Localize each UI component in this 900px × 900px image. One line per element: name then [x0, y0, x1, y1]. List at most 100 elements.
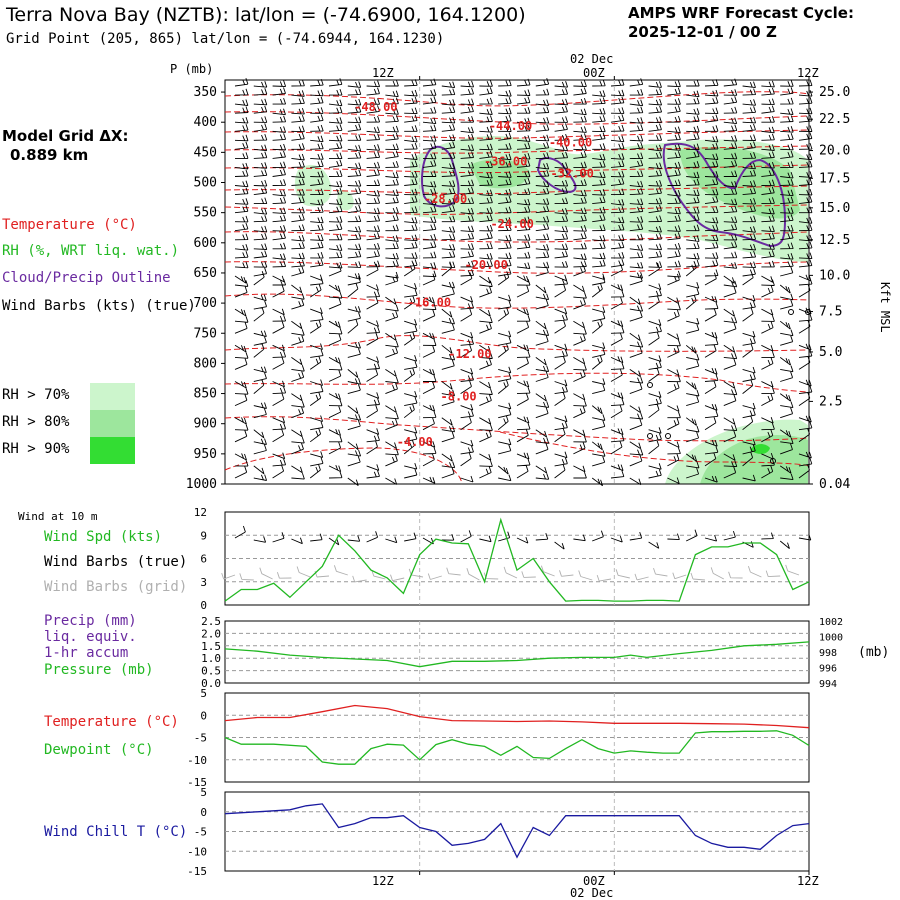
kft-tick-label: 17.5: [819, 171, 850, 186]
temperature-contour-label-5: -28.00: [424, 192, 467, 206]
pressure-tick-label: 550: [194, 206, 217, 221]
temperature-contour-0: [224, 91, 809, 107]
cloud-outline-west: [421, 145, 460, 208]
temperature-contour-10: [224, 335, 809, 352]
temperature-contour-label-7: -20.00: [464, 258, 507, 272]
temp-panel-tick-label: 5: [200, 687, 207, 700]
temperature-contour-2: [224, 129, 809, 139]
chart-title: Terra Nova Bay (NZTB): lat/lon = (-74.69…: [6, 4, 526, 26]
dewpoint-line: [224, 730, 810, 765]
legend-precip-accum: 1-hr accum: [44, 645, 129, 661]
rh-legend-70: RH > 70%: [2, 387, 70, 403]
wind-barbs-upper: [234, 78, 813, 487]
rh-region-80-mid: [470, 159, 530, 189]
pressure-tick-label: 1000: [186, 477, 217, 492]
precip-tick-label: 2.0: [201, 627, 221, 640]
legend-temperature: Temperature (°C): [2, 217, 137, 233]
kft-tick-label: 10.0: [819, 268, 850, 283]
legend-wind-barbs-grid: Wind Barbs (grid): [44, 579, 188, 595]
temperature-contour-label-0: -48.00: [354, 100, 397, 114]
kft-axis-label: Kft MSL: [878, 282, 892, 333]
temperature-contour-11: [224, 372, 809, 393]
rh-region-90-surface: [750, 444, 770, 454]
pressure-tick-label: 600: [194, 236, 217, 251]
rh-region-70-west-small: [337, 189, 354, 211]
temperature-contour-label-6: -24.00: [490, 217, 533, 231]
wind-panel-tick-label: 12: [194, 506, 207, 519]
temperature-contour-3: [224, 145, 809, 154]
precip-tick-label: 0.0: [201, 677, 221, 690]
chill-panel-tick-label: 0: [200, 806, 207, 819]
legend-pressure: Pressure (mb): [44, 662, 154, 678]
pressure-tick-label: 500: [194, 176, 217, 191]
pressure-tick-label: 994: [819, 679, 837, 690]
pressure-tick-label: 900: [194, 417, 217, 432]
temperature-contour-label-11: -4.00: [397, 435, 433, 449]
pressure-tick-label: 450: [194, 145, 217, 160]
wind-barbs-true-10m: [234, 525, 812, 550]
temperature-contour-label-2: -40.00: [549, 136, 592, 150]
calm-wind-marker-3: [788, 309, 794, 315]
wind-speed-line: [224, 517, 810, 602]
temperature-contour-5: [224, 185, 809, 195]
kft-tick-label: 2.5: [819, 394, 842, 409]
temperature-contour-14: [499, 431, 809, 467]
kft-tick-label: 20.0: [819, 144, 850, 159]
rh-region-80-surface: [700, 435, 808, 484]
temp-panel-tick-label: -15: [187, 776, 207, 789]
rh-swatch-80: [90, 410, 135, 437]
top-date-label: 02 Dec: [570, 52, 614, 66]
temperature-contour-12: [224, 416, 809, 442]
legend-wind-chill: Wind Chill T (°C): [44, 824, 188, 840]
precip-tick-label: 2.5: [201, 615, 221, 628]
wind-panel-tick-label: 9: [200, 529, 207, 542]
legend-cloud: Cloud/Precip Outline: [2, 270, 171, 286]
bottom-tick-00z: 00Z: [583, 874, 605, 888]
temperature-contour-7: [224, 231, 809, 243]
pressure-tick-label: 700: [194, 296, 217, 311]
forecast-cycle: AMPS WRF Forecast Cycle: 2025-12-01 / 00…: [628, 4, 854, 42]
precip-tick-label: 0.5: [201, 665, 221, 678]
kft-tick-label: 25.0: [819, 85, 850, 100]
pressure-tick-label: 350: [194, 85, 217, 100]
pressure-tick-label: 1002: [819, 617, 843, 628]
pressure-tick-label: 400: [194, 115, 217, 130]
temperature-contour-label-3: -36.00: [484, 154, 527, 168]
pressure-tick-label: 998: [819, 648, 837, 659]
temperature-contour-label-9: -12.00: [448, 347, 491, 361]
temperature-contour-label-1: -44.00: [489, 119, 532, 133]
top-tick-12z-a: 12Z: [372, 66, 394, 80]
pressure-tick-label: 800: [194, 356, 217, 371]
pressure-tick-label: 850: [194, 387, 217, 402]
legend-precip: Precip (mm): [44, 613, 137, 629]
legend-precip-liq: liq. equiv.: [44, 629, 137, 645]
pressure-tick-label: 1000: [819, 633, 843, 644]
pressure-line: [224, 641, 810, 668]
legend-wind-barbs-true: Wind Barbs (true): [44, 554, 188, 570]
legend-wind-speed: Wind Spd (kts): [44, 529, 163, 545]
wind-barbs-grid-10m: [221, 564, 800, 583]
bottom-tick-12z-b: 12Z: [797, 874, 819, 888]
pressure-tick-label: 996: [819, 664, 837, 675]
model-grid-label: Model Grid ΔX:: [2, 127, 129, 145]
temp-panel-tick-label: -5: [194, 732, 207, 745]
temp-panel-tick-label: 0: [200, 709, 207, 722]
pressure-axis-label: P (mb): [170, 62, 214, 76]
rh-legend-90: RH > 90%: [2, 441, 70, 457]
pressure-tick-label: 650: [194, 266, 217, 281]
top-tick-00z: 00Z: [583, 66, 605, 80]
temperature-contour-13: [224, 447, 463, 485]
pressure-tick-label: 750: [194, 326, 217, 341]
kft-tick-label: 12.5: [819, 233, 850, 248]
kft-tick-label: 7.5: [819, 305, 842, 320]
temperature-contour-8: [224, 261, 809, 274]
rh-swatch-70: [90, 383, 135, 410]
model-grid: Model Grid ΔX: 0.889 km: [2, 127, 129, 165]
forecast-cycle-value: 2025-12-01 / 00 Z: [628, 23, 777, 41]
temp-panel-tick-label: -10: [187, 754, 207, 767]
legend-dewpoint: Dewpoint (°C): [44, 742, 154, 758]
kft-tick-label: 22.5: [819, 112, 850, 127]
kft-tick-label: 5.0: [819, 345, 842, 360]
temperature-contour-label-8: -16.00: [408, 296, 451, 310]
chill-panel-tick-label: -15: [187, 865, 207, 878]
